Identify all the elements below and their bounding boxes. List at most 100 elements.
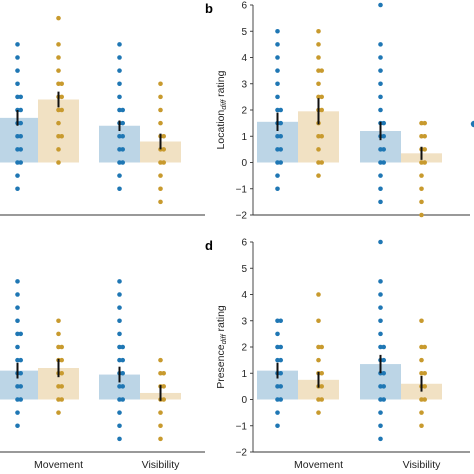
data-point [316, 42, 321, 47]
data-point [275, 397, 280, 402]
data-point [59, 344, 64, 350]
data-point [161, 397, 166, 402]
data-point [378, 436, 383, 442]
y-tick-label: 0 [241, 395, 247, 406]
panel-b: −2 −1 0 1 2 3 4 5 6 Locationdiff rating b [205, 1, 470, 222]
data-point [422, 120, 428, 126]
data-point [422, 370, 428, 376]
data-point [422, 397, 428, 402]
data-point [275, 160, 280, 165]
data-point [15, 186, 20, 192]
data-point [378, 173, 383, 178]
data-point [278, 133, 284, 139]
y-tick-label: −1 [236, 421, 248, 432]
data-point [59, 107, 64, 113]
data-point [316, 397, 321, 402]
data-point [158, 357, 163, 363]
data-point [378, 94, 383, 100]
panel-label: d [205, 238, 213, 253]
data-point [161, 370, 166, 376]
data-point [378, 160, 383, 165]
data-point [117, 42, 122, 47]
data-point [59, 384, 64, 389]
data-point [275, 331, 280, 337]
data-point [158, 81, 163, 87]
data-point [378, 292, 383, 297]
bar [99, 125, 140, 163]
data-point [15, 331, 20, 337]
data-point [15, 305, 20, 310]
data-point [18, 120, 24, 126]
y-tick-label: 2 [241, 106, 247, 117]
data-point [316, 81, 321, 87]
data-point [56, 15, 61, 21]
data-point [56, 55, 61, 60]
data-point [56, 81, 61, 87]
data-point [378, 81, 383, 87]
data-point [117, 160, 122, 165]
data-point [378, 2, 383, 8]
data-point [15, 410, 20, 415]
data-point [275, 357, 280, 363]
data-point [117, 410, 122, 415]
data-point [56, 344, 61, 350]
data-point [15, 133, 20, 139]
data-point [275, 186, 280, 192]
data-point [278, 147, 284, 152]
data-point [419, 133, 424, 139]
data-point [120, 107, 125, 113]
data-point [275, 384, 280, 389]
data-point [120, 384, 125, 389]
data-point [117, 436, 122, 442]
data-point [419, 357, 424, 363]
data-point [381, 357, 387, 363]
data-point [15, 160, 20, 165]
data-point [15, 94, 20, 100]
data-point [59, 397, 64, 402]
data-point [275, 344, 280, 350]
data-point [18, 160, 24, 165]
data-point [117, 81, 122, 87]
data-point [117, 186, 122, 192]
data-point [161, 384, 166, 389]
data-point [419, 160, 424, 165]
data-point [278, 107, 284, 113]
data-point [319, 384, 325, 389]
data-point [56, 42, 61, 47]
bar [298, 379, 339, 400]
data-point [56, 331, 61, 337]
data-point [419, 199, 424, 205]
y-tick-label: 3 [241, 316, 247, 327]
y-tick-label: −2 [236, 211, 248, 222]
data-point [381, 120, 387, 126]
data-point [120, 357, 125, 363]
data-point [15, 292, 20, 297]
data-point [378, 305, 383, 310]
data-point [275, 55, 280, 60]
data-point [18, 147, 24, 152]
data-point [278, 160, 284, 165]
data-point [316, 147, 321, 152]
data-point [15, 279, 20, 284]
data-point [378, 384, 383, 389]
data-point [378, 279, 383, 284]
data-point [275, 173, 280, 178]
data-point [120, 133, 125, 139]
data-point [117, 279, 122, 284]
panel-label: b [205, 1, 213, 16]
data-point [378, 397, 383, 402]
data-point [278, 344, 284, 350]
data-point [18, 357, 24, 363]
data-point [381, 344, 387, 350]
data-point [275, 133, 280, 139]
data-point [120, 160, 125, 165]
data-point [117, 68, 122, 73]
data-point [419, 212, 424, 218]
y-tick-label: 5 [241, 264, 247, 275]
data-point [378, 239, 383, 245]
data-point [15, 423, 20, 429]
data-point [158, 173, 163, 178]
data-point [117, 331, 122, 337]
data-point [381, 133, 387, 139]
